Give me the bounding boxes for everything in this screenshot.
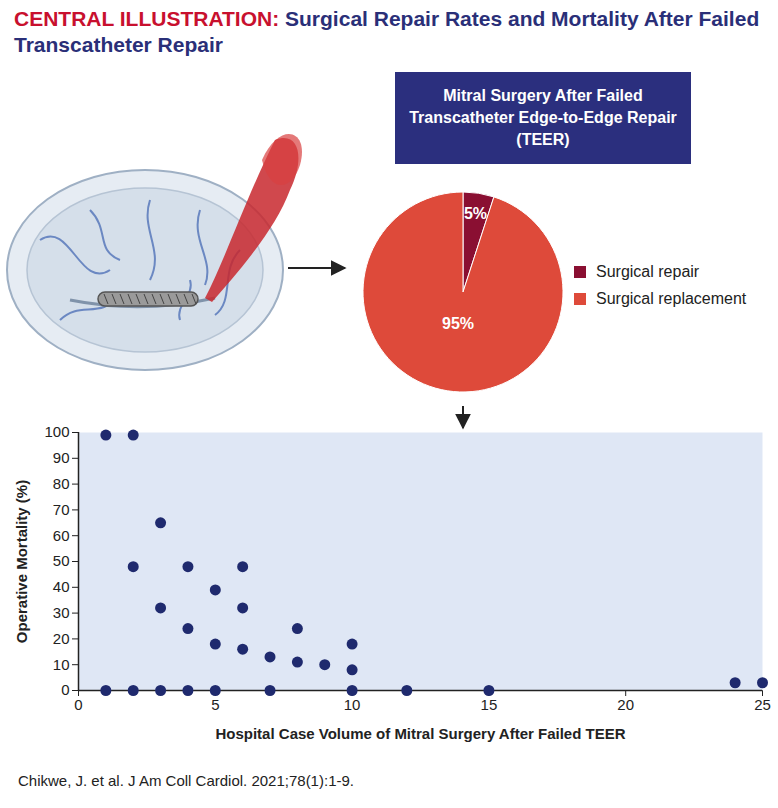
svg-text:10: 10 — [53, 656, 70, 673]
html-text:Surgical replacement: Surgical replacement — [596, 289, 747, 307]
svg-text:5%: 5% — [464, 205, 487, 222]
svg-text:5: 5 — [211, 696, 219, 713]
svg-text:Hospital Case Volume of Mitral: Hospital Case Volume of Mitral Surgery A… — [215, 725, 625, 742]
svg-text:90: 90 — [53, 449, 70, 466]
svg-text:25: 25 — [754, 696, 771, 713]
svg-text:15: 15 — [481, 696, 498, 713]
svg-text:Operative Mortality (%): Operative Mortality (%) — [13, 480, 30, 643]
svg-text:70: 70 — [53, 501, 70, 518]
html-text:Surgical repair: Surgical repair — [596, 262, 700, 280]
html-text:Mitral Surgery After Failed Tr: Mitral Surgery After Failed Transcathete… — [409, 87, 677, 148]
svg-text:100: 100 — [44, 423, 69, 440]
svg-text:80: 80 — [53, 475, 70, 492]
svg-text:60: 60 — [53, 527, 70, 544]
svg-text:95%: 95% — [442, 315, 474, 332]
html-text:CENTRAL ILLUSTRATION: Surgical: CENTRAL ILLUSTRATION: Surgical Repair Ra… — [14, 7, 760, 56]
svg-text:10: 10 — [344, 696, 361, 713]
svg-text:30: 30 — [53, 604, 70, 621]
svg-text:20: 20 — [617, 696, 634, 713]
svg-text:20: 20 — [53, 630, 70, 647]
svg-text:50: 50 — [53, 552, 70, 569]
svg-text:0: 0 — [74, 696, 82, 713]
svg-text:0: 0 — [61, 681, 69, 698]
html-text:Chikwe, J. et al. J Am Coll Ca: Chikwe, J. et al. J Am Coll Cardiol. 202… — [18, 772, 354, 789]
svg-text:40: 40 — [53, 578, 70, 595]
